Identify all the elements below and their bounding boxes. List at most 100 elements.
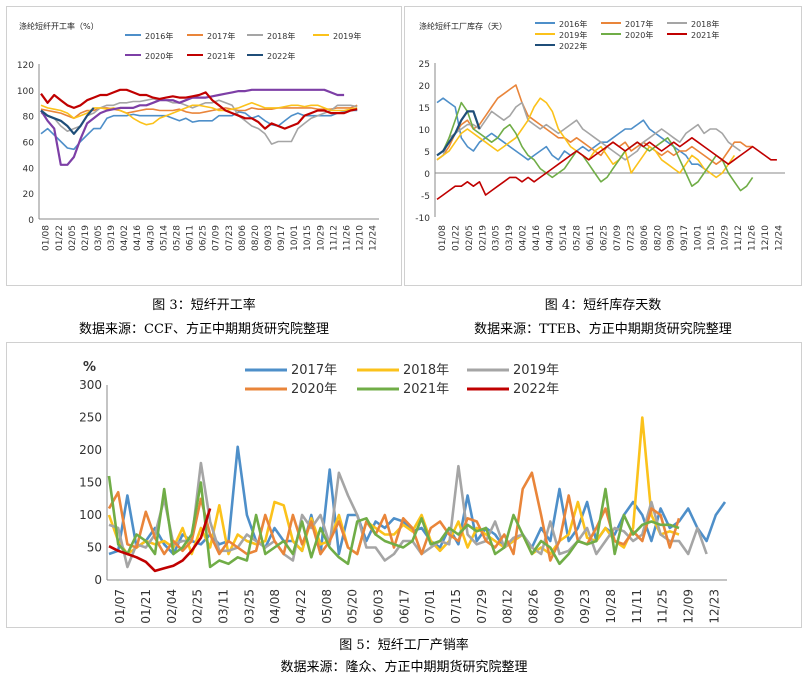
chart-title: 涤纶短纤开工率（%） xyxy=(19,21,99,31)
x-tick-label: 10/15 xyxy=(707,225,717,251)
y-tick-label: -5 xyxy=(421,192,430,202)
x-tick-label: 10/01 xyxy=(290,225,300,251)
y-tick-label: 100 xyxy=(17,87,34,97)
legend-label: 2016年 xyxy=(145,31,173,41)
x-tick-label: 06/11 xyxy=(186,225,196,251)
legend-label: 2017年 xyxy=(207,31,235,41)
x-tick-label: 09/03 xyxy=(667,225,677,251)
x-tick-label: 11/26 xyxy=(747,225,757,251)
figure-4-caption: 图 4：短纤库存天数 xyxy=(544,298,662,313)
x-tick-label: 02/05 xyxy=(465,225,475,251)
legend-label: 2018年 xyxy=(691,19,719,29)
y-tick-label: 120 xyxy=(17,61,34,71)
x-tick-label: 07/23 xyxy=(225,225,235,251)
series-line xyxy=(40,109,358,151)
chart-title: 涤纶短纤工厂库存（天） xyxy=(419,21,507,31)
series-line xyxy=(108,508,212,573)
legend-label: 2022年 xyxy=(559,41,587,51)
x-tick-label: 12/24 xyxy=(774,225,784,251)
x-tick-label: 04/16 xyxy=(532,225,542,251)
x-tick-label: 03/19 xyxy=(505,225,515,251)
x-tick-label: 11/12 xyxy=(734,225,744,251)
figure-5-panel: % 0 50 100 150 200 250 300 01/07 01/21 02/04 02/25 0… xyxy=(6,342,802,628)
figure-5-source: 数据来源：隆众、方正中期期货研究院整理 xyxy=(280,660,528,675)
x-tick-label: 02/19 xyxy=(81,225,91,251)
x-tick-label: 07/09 xyxy=(613,225,623,251)
x-tick-label: 09/03 xyxy=(264,225,274,251)
x-tick-label: 09/23 xyxy=(578,589,592,624)
y-tick-label: 0 xyxy=(28,216,34,226)
x-tick-label: 07/01 xyxy=(423,589,437,624)
y-tick-label: 0 xyxy=(94,573,102,587)
series-line xyxy=(40,88,358,130)
x-tick-label: 09/17 xyxy=(277,225,287,251)
x-tick-label: 03/11 xyxy=(216,589,230,624)
x-tick-label: 02/25 xyxy=(191,589,205,624)
x-tick-label: 02/04 xyxy=(165,589,179,624)
series-line xyxy=(40,104,358,120)
x-tick-label: 11/12 xyxy=(329,225,339,251)
series-line xyxy=(40,107,95,135)
y-tick-label: -10 xyxy=(415,214,430,224)
x-tick-label: 04/22 xyxy=(294,589,308,624)
legend-label: 2021年 xyxy=(691,30,719,40)
inventory-days-chart: 涤纶短纤工厂库存（天） -10 -5 0 5 10 15 20 25 01/08 01/22 02/0… xyxy=(415,19,785,251)
x-tick-label: 06/25 xyxy=(199,225,209,251)
x-tick-label: 07/29 xyxy=(475,589,489,624)
sales-rate-chart: % 0 50 100 150 200 250 300 01/07 01/21 02/04 02/25 0… xyxy=(79,360,727,624)
y-tick-label: 80 xyxy=(23,113,35,123)
y-axis-label: % xyxy=(83,360,96,375)
x-tick-label: 06/11 xyxy=(586,225,596,251)
legend-label: 2019年 xyxy=(513,363,559,378)
y-tick-label: 300 xyxy=(79,378,102,392)
series-line xyxy=(436,101,741,161)
x-tick-label: 04/30 xyxy=(546,225,556,251)
legend-label: 2017年 xyxy=(625,19,653,29)
figure-3-panel: 涤纶短纤开工率（%） 0 20 40 60 80 100 120 01/08 01/22 02/05… xyxy=(6,6,402,286)
figure-5-caption: 图 5：短纤工厂产销率 xyxy=(339,638,469,653)
x-tick-label: 12/10 xyxy=(356,225,366,251)
y-tick-label: 10 xyxy=(419,126,431,136)
figure-4-source: 数据来源：TTEB、方正中期期货研究院整理 xyxy=(474,322,732,337)
x-tick-label: 09/17 xyxy=(680,225,690,251)
legend-label: 2016年 xyxy=(559,19,587,29)
x-tick-label: 08/20 xyxy=(653,225,663,251)
x-tick-label: 04/02 xyxy=(120,225,130,251)
x-tick-label: 01/08 xyxy=(438,225,448,251)
x-tick-label: 10/28 xyxy=(604,589,618,624)
legend-label: 2022年 xyxy=(513,382,559,397)
x-tick-label: 11/11 xyxy=(630,589,644,624)
y-tick-label: 60 xyxy=(23,139,35,149)
y-tick-label: 150 xyxy=(79,476,102,490)
y-tick-label: 100 xyxy=(79,508,102,522)
x-tick-label: 09/09 xyxy=(552,589,566,624)
legend-label: 2022年 xyxy=(267,51,295,61)
x-tick-label: 08/12 xyxy=(501,589,515,624)
y-tick-label: 250 xyxy=(79,411,102,425)
x-tick-label: 12/23 xyxy=(707,589,721,624)
x-tick-label: 01/21 xyxy=(139,589,153,624)
x-tick-label: 06/25 xyxy=(599,225,609,251)
y-tick-label: 5 xyxy=(424,148,430,158)
x-tick-label: 04/08 xyxy=(268,589,282,624)
series-line xyxy=(107,416,680,556)
series-line xyxy=(107,475,680,569)
x-tick-label: 08/06 xyxy=(640,225,650,251)
y-tick-label: 0 xyxy=(424,170,430,180)
x-tick-label: 05/14 xyxy=(159,225,169,251)
series-line xyxy=(436,97,736,179)
x-tick-label: 05/20 xyxy=(346,589,360,624)
x-tick-label: 07/23 xyxy=(626,225,636,251)
x-tick-label: 01/07 xyxy=(113,589,127,624)
operating-rate-chart: 涤纶短纤开工率（%） 0 20 40 60 80 100 120 01/08 01/22 02/05… xyxy=(17,21,379,251)
figure-4-panel: 涤纶短纤工厂库存（天） -10 -5 0 5 10 15 20 25 01/08 01/22 02/0… xyxy=(404,6,802,286)
x-tick-label: 05/28 xyxy=(172,225,182,251)
x-tick-label: 05/14 xyxy=(559,225,569,251)
x-tick-label: 12/09 xyxy=(681,589,695,624)
x-tick-label: 08/06 xyxy=(238,225,248,251)
y-tick-label: 15 xyxy=(419,104,430,114)
legend-label: 2017年 xyxy=(291,363,337,378)
x-tick-label: 12/10 xyxy=(761,225,771,251)
x-tick-label: 10/01 xyxy=(694,225,704,251)
x-tick-label: 12/24 xyxy=(369,225,379,251)
